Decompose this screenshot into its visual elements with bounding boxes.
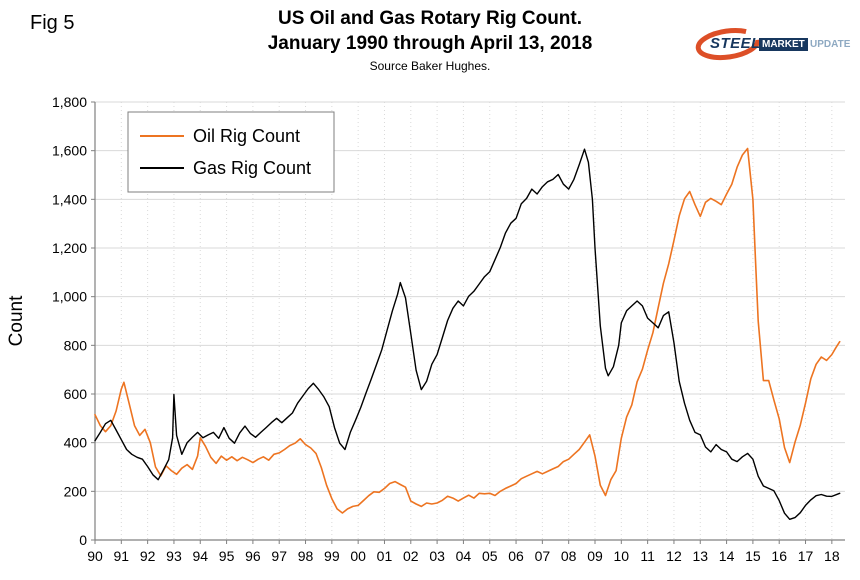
x-tick-label: 93 (166, 548, 182, 564)
chart-source: Source Baker Hughes. (369, 59, 491, 73)
x-tick-label: 00 (350, 548, 366, 564)
x-tick-label: 18 (824, 548, 840, 564)
y-tick-label: 1,400 (52, 191, 87, 207)
x-tick-label: 04 (456, 548, 472, 564)
x-tick-label: 11 (640, 548, 655, 564)
y-tick-label: 200 (64, 483, 88, 499)
y-tick-label: 1,000 (52, 289, 87, 305)
x-tick-label: 09 (587, 548, 603, 564)
y-tick-label: 1,800 (52, 94, 87, 110)
legend-label: Oil Rig Count (193, 126, 300, 146)
x-tick-label: 96 (245, 548, 261, 564)
x-tick-label: 92 (140, 548, 156, 564)
logo-word-steel: STEEL (710, 35, 761, 52)
title-block: US Oil and Gas Rotary Rig Count. January… (0, 8, 860, 73)
x-tick-label: 02 (403, 548, 419, 564)
x-tick-label: 95 (219, 548, 235, 564)
x-tick-label: 05 (482, 548, 498, 564)
x-tick-label: 98 (298, 548, 314, 564)
oil-rig-count-line (94, 147, 841, 514)
y-tick-label: 1,600 (52, 143, 87, 159)
gas-rig-count-line (94, 148, 841, 520)
x-tick-label: 08 (561, 548, 577, 564)
y-tick-label: 600 (64, 386, 88, 402)
x-tick-label: 07 (535, 548, 551, 564)
legend-label: Gas Rig Count (193, 158, 311, 178)
y-axis-title: Count (6, 295, 27, 346)
y-tick-label: 400 (64, 435, 88, 451)
x-tick-label: 17 (798, 548, 814, 564)
x-tick-label: 91 (114, 548, 130, 564)
logo-swoosh-icon (695, 27, 761, 61)
y-tick-label: 0 (79, 532, 87, 548)
x-tick-label: 99 (324, 548, 340, 564)
steel-market-update-logo: STEEL MARKET UPDATE (695, 25, 850, 63)
x-tick-label: 10 (614, 548, 630, 564)
x-tick-label: 97 (271, 548, 287, 564)
x-tick-label: 16 (771, 548, 787, 564)
chart-title: US Oil and Gas Rotary Rig Count. (277, 8, 583, 29)
x-tick-label: 14 (719, 548, 735, 564)
x-tick-label: 90 (87, 548, 103, 564)
y-tick-label: 800 (64, 337, 88, 353)
logo-word-update: UPDATE (810, 39, 851, 50)
legend-box (127, 111, 335, 193)
x-tick-label: 15 (745, 548, 761, 564)
logo-word-market: MARKET (759, 38, 808, 51)
x-tick-label: 12 (666, 548, 682, 564)
x-tick-label: 13 (692, 548, 708, 564)
y-tick-label: 1,200 (52, 240, 87, 256)
x-tick-label: 06 (508, 548, 524, 564)
x-tick-label: 03 (429, 548, 445, 564)
x-tick-label: 01 (377, 548, 393, 564)
figure-number: Fig 5 (30, 12, 75, 34)
chart-subtitle: January 1990 through April 13, 2018 (267, 33, 593, 54)
x-tick-label: 94 (192, 548, 208, 564)
